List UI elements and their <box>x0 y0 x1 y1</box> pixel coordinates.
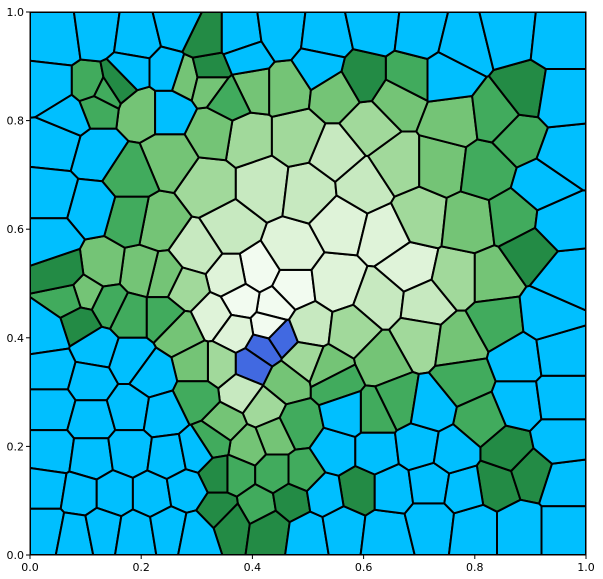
outside-cell <box>30 429 75 475</box>
y-tick-label: 0.0 <box>7 549 25 562</box>
y-tick-label: 0.4 <box>7 332 25 345</box>
x-tick-label: 0.2 <box>132 561 150 574</box>
outside-cell <box>535 374 586 421</box>
outside-cell <box>496 498 543 555</box>
outside-cell <box>537 68 586 129</box>
y-tick-label: 0.2 <box>7 440 25 453</box>
outside-cell <box>148 45 186 92</box>
outside-cell <box>290 47 346 92</box>
outside-cell <box>344 12 401 58</box>
outside-cell <box>529 12 586 70</box>
y-tick-label: 0.8 <box>7 115 25 128</box>
outside-cell <box>30 217 86 267</box>
x-tick-label: 0.4 <box>244 561 262 574</box>
x-tick-label: 1.0 <box>577 561 595 574</box>
x-tick-label: 0.6 <box>355 561 373 574</box>
x-tick-label: 0.0 <box>21 561 39 574</box>
voronoi-cell <box>30 247 85 295</box>
y-tick-label: 0.6 <box>7 223 25 236</box>
outside-cell <box>426 51 488 103</box>
y-axis: 0.0 0.2 0.4 0.6 0.8 1.0 <box>7 6 30 562</box>
outside-cell <box>59 470 98 517</box>
plot-frame <box>29 11 587 556</box>
outside-cell <box>317 389 362 438</box>
outside-cell <box>403 502 455 555</box>
x-axis: 0.0 0.2 0.4 0.6 0.8 1.0 <box>21 555 595 574</box>
outside-cell <box>222 40 276 76</box>
x-tick-label: 0.8 <box>466 561 484 574</box>
outside-cell <box>177 509 224 555</box>
voronoi-cell <box>440 190 496 255</box>
outside-cell <box>540 505 586 555</box>
outside-cell <box>105 51 151 92</box>
voronoi-cells <box>30 12 586 555</box>
y-tick-label: 1.0 <box>7 6 25 19</box>
outside-cell <box>30 12 82 67</box>
outside-cell <box>34 93 92 137</box>
outside-cell <box>432 423 482 475</box>
outside-cell <box>409 371 458 433</box>
outside-cell <box>300 12 354 59</box>
